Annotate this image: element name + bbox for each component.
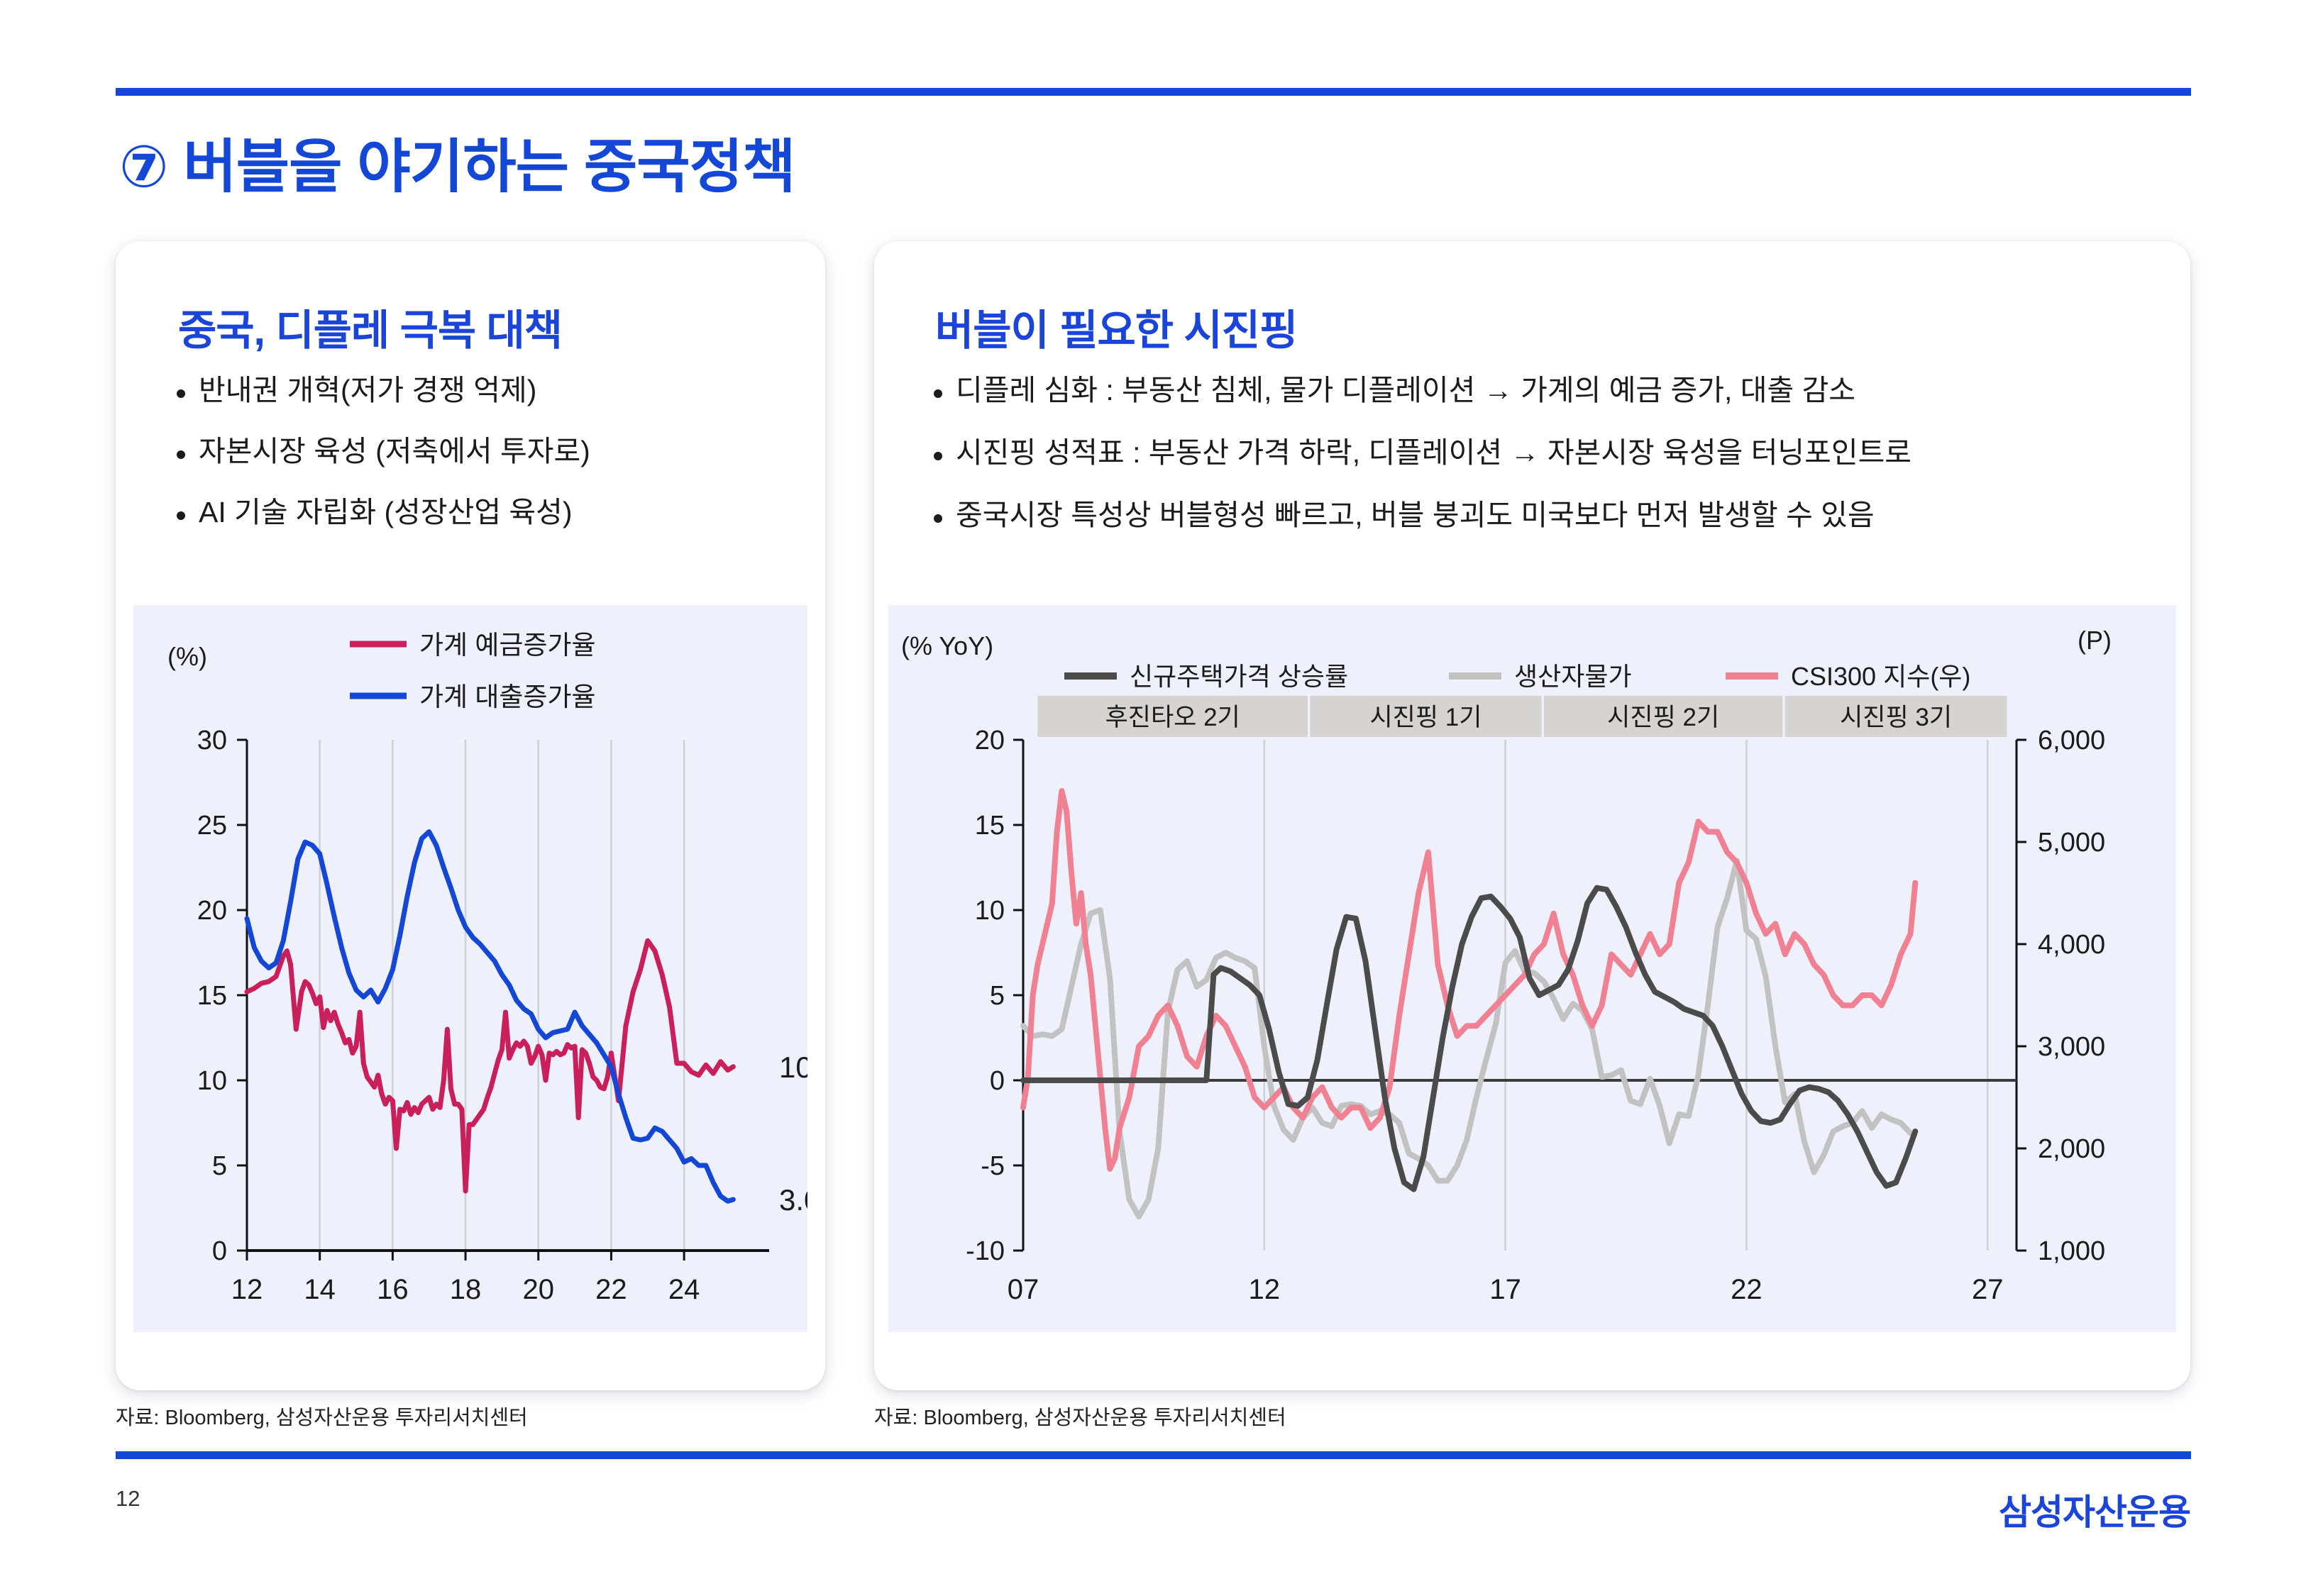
regime-band [1784,696,2007,737]
bullet-dot-icon [177,450,185,459]
left-axis-unit: (% YoY) [901,631,993,660]
left-y-tick-label: -10 [966,1236,1005,1266]
y-tick-label: 5 [212,1151,227,1181]
left-chart-source: 자료: Bloomberg, 삼성자산운용 투자리서치센터 [116,1407,528,1429]
x-tick-label: 16 [377,1274,409,1305]
list-item: 중국시장 특성상 버블형성 빠르고, 버블 붕괴도 미국보다 먼저 발생할 수 … [934,499,2183,532]
x-tick-label: 22 [1731,1274,1762,1305]
y-tick-label: 10 [197,1066,227,1096]
list-item: 자본시장 육성 (저축에서 투자로) [177,434,801,468]
series-line [244,829,736,1204]
y-tick-label: 25 [197,811,227,841]
bullet-dot-icon [934,451,942,460]
right-card-heading: 버블이 필요한 시진핑 [935,307,1298,354]
right-y-tick-label: 1,000 [2038,1236,2105,1266]
right-y-tick-label: 3,000 [2038,1032,2105,1062]
right-chart-source: 자료: Bloomberg, 삼성자산운용 투자리서치센터 [874,1407,1286,1429]
regime-band-label: 시진핑 3기 [1840,704,1952,731]
legend-label: 가계 대출증가율 [419,682,596,711]
page-number: 12 [116,1486,140,1511]
regime-band [1310,696,1542,737]
y-tick-label: 0 [212,1236,227,1266]
list-item: 디플레 심화 : 부동산 침체, 물가 디플레이션 → 가계의 예금 증가, 대… [934,374,2183,407]
right-y-tick-label: 4,000 [2038,930,2105,960]
bullet-text: 반내권 개혁(저가 경쟁 억제) [199,374,537,406]
right-y-tick-label: 5,000 [2038,828,2105,858]
series-end-label: 3.0 [779,1183,807,1217]
x-tick-label: 22 [595,1274,627,1305]
bullet-text: 자본시장 육성 (저축에서 투자로) [199,434,590,467]
series-end-label: 10.8 [779,1051,807,1084]
bullet-dot-icon [934,514,942,523]
x-tick-label: 14 [304,1274,336,1305]
right-axis-unit: (P) [2078,626,2112,655]
bullet-dot-icon [177,389,185,398]
y-tick-label: 15 [197,981,227,1011]
bullet-text: 중국시장 특성상 버블형성 빠르고, 버블 붕괴도 미국보다 먼저 발생할 수 … [956,498,1875,531]
list-item: AI 기술 자립화 (성장산업 육성) [177,495,801,529]
regime-band [1037,696,1308,737]
series-line [1020,885,1919,1192]
left-panel-card: 중국, 디플레 극복 대책 반내권 개혁(저가 경쟁 억제) 자본시장 육성 (… [116,241,825,1390]
page-title: ⑦ 버블을 야기하는 중국정책 [119,135,796,199]
right-chart-plot-area: (% YoY) (P) 후진타오 2기 시진핑 1기 시진핑 2기 시진핑 3기 -10 -5… [888,605,2176,1332]
left-y-tick-label: 5 [990,981,1005,1011]
series-line [1020,858,1914,1219]
left-card-heading: 중국, 디플레 극복 대책 [178,307,563,354]
x-tick-label: 17 [1489,1274,1521,1305]
legend-label: CSI300 지수(우) [1791,662,1970,691]
x-tick-label: 24 [668,1274,700,1305]
bullet-dot-icon [934,389,942,398]
left-y-tick-label: -5 [981,1151,1005,1181]
property-ppi-csi300-chart: (% YoY) (P) 후진타오 2기 시진핑 1기 시진핑 2기 시진핑 3기 -10 -5… [901,626,2112,1305]
list-item: 반내권 개혁(저가 경쟁 억제) [177,374,801,407]
bullet-text: 시진핑 성적표 : 부동산 가격 하락, 디플레이션 → 자본시장 육성을 터닝… [956,436,1912,469]
bottom-accent-rule [116,1451,2191,1459]
bullet-text: 디플레 심화 : 부동산 침체, 물가 디플레이션 → 가계의 예금 증가, 대… [956,374,1856,406]
legend-label: 신규주택가격 상승률 [1130,662,1348,691]
legend-label: 가계 예금증가율 [419,631,596,660]
right-panel-card: 버블이 필요한 시진핑 디플레 심화 : 부동산 침체, 물가 디플레이션 → … [874,241,2190,1390]
series-line [244,938,736,1194]
regime-band-label: 후진타오 2기 [1105,704,1240,731]
y-tick-label: 20 [197,896,227,926]
x-tick-label: 18 [450,1274,482,1305]
list-item: 시진핑 성적표 : 부동산 가격 하락, 디플레이션 → 자본시장 육성을 터닝… [934,436,2183,470]
y-tick-label: 30 [197,726,227,755]
left-y-tick-label: 15 [975,811,1005,841]
x-tick-label: 12 [231,1274,263,1305]
x-tick-label: 27 [1972,1274,2004,1305]
left-y-tick-label: 0 [990,1066,1005,1096]
right-y-tick-label: 2,000 [2038,1134,2105,1164]
series-line [1020,788,1919,1172]
right-y-tick-label: 6,000 [2038,726,2105,755]
left-card-bullet-list: 반내권 개혁(저가 경쟁 억제) 자본시장 육성 (저축에서 투자로) AI 기… [177,374,801,558]
right-card-bullet-list: 디플레 심화 : 부동산 침체, 물가 디플레이션 → 가계의 예금 증가, 대… [934,374,2183,562]
left-y-axis-unit: (%) [167,642,207,671]
regime-band-label: 시진핑 2기 [1607,704,1719,731]
regime-band [1543,696,1783,737]
x-tick-label: 12 [1249,1274,1281,1305]
deposit-loan-growth-chart: (%) 0 5 10 15 20 25 30 12 14 16 18 20 22 24 가계 예금증가율가계 … [167,631,807,1305]
left-y-tick-label: 20 [975,726,1005,755]
left-y-tick-label: 10 [975,896,1005,926]
regime-band-label: 시진핑 1기 [1369,704,1482,731]
top-accent-rule [116,88,2191,96]
x-tick-label: 20 [522,1274,554,1305]
bullet-text: AI 기술 자립화 (성장산업 육성) [199,495,573,528]
bullet-dot-icon [177,511,185,520]
company-logo: 삼성자산운용 [1999,1492,2191,1532]
legend-label: 생산자물가 [1514,662,1632,691]
x-tick-label: 07 [1008,1274,1039,1305]
